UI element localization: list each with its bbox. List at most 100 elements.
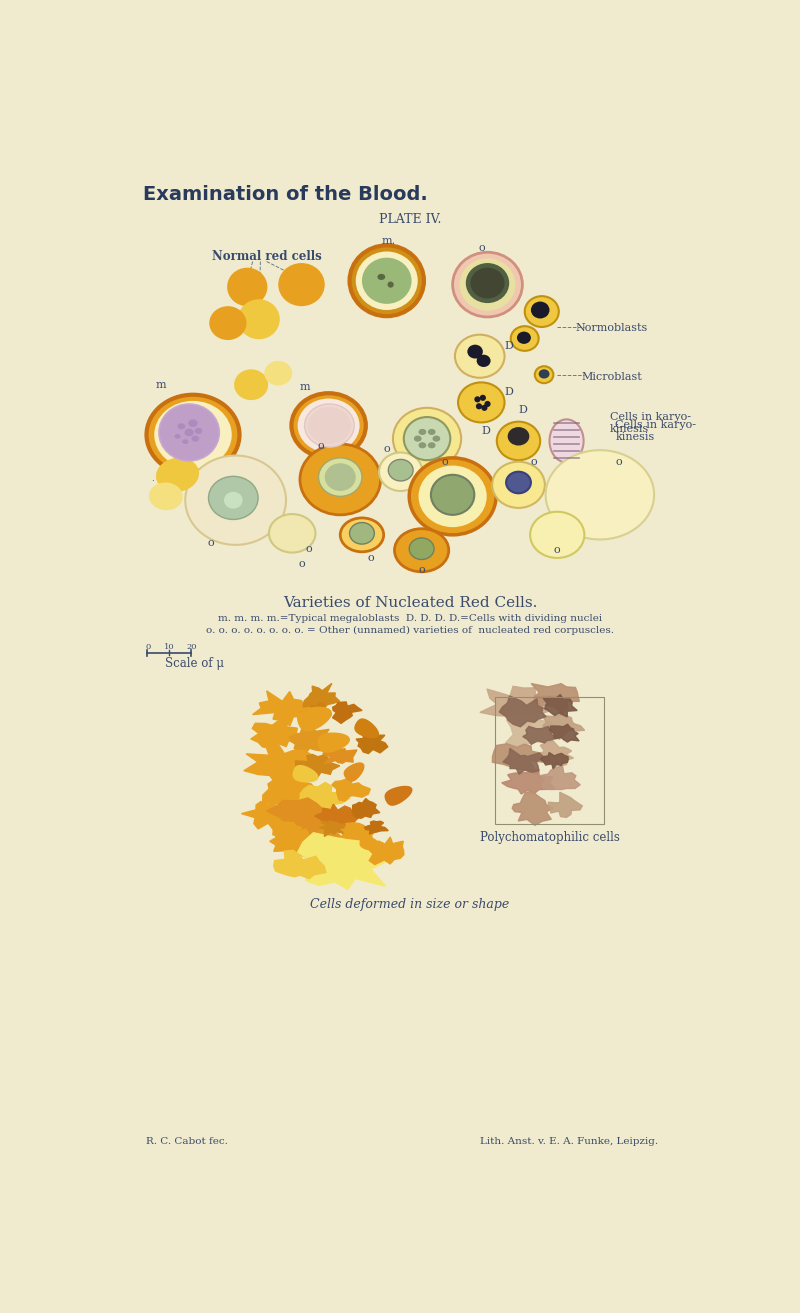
Polygon shape	[274, 851, 326, 878]
Ellipse shape	[182, 440, 188, 444]
Ellipse shape	[418, 429, 426, 435]
Ellipse shape	[269, 515, 315, 553]
Polygon shape	[543, 695, 577, 717]
Ellipse shape	[291, 393, 366, 458]
Ellipse shape	[497, 421, 540, 460]
Ellipse shape	[191, 436, 199, 441]
Ellipse shape	[410, 458, 496, 534]
Ellipse shape	[517, 332, 531, 344]
Ellipse shape	[428, 442, 435, 448]
Ellipse shape	[234, 369, 268, 400]
Polygon shape	[338, 823, 378, 848]
Text: Microblast: Microblast	[581, 372, 642, 382]
Ellipse shape	[431, 475, 474, 515]
Ellipse shape	[156, 458, 199, 492]
Ellipse shape	[325, 463, 356, 491]
Polygon shape	[253, 691, 319, 726]
Text: Examination of the Blood.: Examination of the Blood.	[142, 185, 427, 204]
Polygon shape	[333, 702, 362, 723]
Ellipse shape	[459, 259, 515, 311]
Ellipse shape	[227, 268, 267, 306]
Ellipse shape	[194, 428, 202, 435]
Ellipse shape	[466, 263, 510, 303]
Ellipse shape	[477, 355, 490, 368]
Polygon shape	[323, 739, 357, 764]
Polygon shape	[366, 838, 404, 864]
Text: 0: 0	[146, 642, 150, 650]
Ellipse shape	[298, 399, 360, 453]
Text: Cells deformed in size or shape: Cells deformed in size or shape	[310, 898, 510, 911]
Polygon shape	[480, 687, 557, 726]
Ellipse shape	[480, 395, 486, 400]
Polygon shape	[386, 786, 412, 805]
Ellipse shape	[470, 268, 505, 298]
Ellipse shape	[474, 352, 482, 358]
Text: o: o	[418, 565, 425, 575]
Text: Varieties of Nucleated Red Cells.: Varieties of Nucleated Red Cells.	[283, 596, 537, 609]
Polygon shape	[294, 765, 318, 781]
Text: Scale of μ: Scale of μ	[165, 656, 224, 670]
Polygon shape	[356, 733, 388, 754]
Polygon shape	[523, 726, 554, 744]
Ellipse shape	[394, 529, 449, 572]
Polygon shape	[314, 804, 360, 829]
Ellipse shape	[278, 263, 325, 306]
Text: o: o	[207, 537, 214, 548]
Text: o. o. o. o. o. o. o. o. = Other (unnamed) varieties of  nucleated red corpuscles: o. o. o. o. o. o. o. o. = Other (unnamed…	[206, 626, 614, 635]
Ellipse shape	[185, 428, 194, 436]
Ellipse shape	[455, 335, 505, 378]
Polygon shape	[298, 783, 350, 815]
Ellipse shape	[379, 453, 422, 491]
Ellipse shape	[538, 369, 550, 378]
Polygon shape	[244, 742, 312, 784]
Ellipse shape	[238, 299, 280, 339]
Ellipse shape	[318, 458, 362, 496]
Ellipse shape	[525, 297, 558, 327]
Ellipse shape	[453, 252, 522, 316]
Polygon shape	[503, 748, 544, 775]
Ellipse shape	[534, 366, 554, 383]
Polygon shape	[318, 733, 350, 752]
Polygon shape	[298, 708, 331, 731]
Polygon shape	[550, 725, 579, 742]
Ellipse shape	[174, 435, 181, 439]
Text: D: D	[518, 406, 527, 415]
Text: R. C. Cabot fec.: R. C. Cabot fec.	[146, 1137, 228, 1146]
Ellipse shape	[508, 427, 530, 445]
Text: m.: m.	[382, 236, 396, 246]
Ellipse shape	[476, 403, 482, 410]
Ellipse shape	[482, 404, 487, 411]
Text: o: o	[298, 559, 305, 569]
Ellipse shape	[178, 423, 186, 429]
Ellipse shape	[458, 382, 505, 423]
Polygon shape	[251, 720, 302, 748]
Ellipse shape	[492, 462, 545, 508]
Text: Lith. Anst. v. E. A. Funke, Leipzig.: Lith. Anst. v. E. A. Funke, Leipzig.	[480, 1137, 658, 1146]
Text: Normal red cells: Normal red cells	[212, 249, 322, 263]
Polygon shape	[270, 829, 318, 859]
Ellipse shape	[305, 404, 354, 448]
Polygon shape	[298, 829, 346, 860]
Text: o: o	[306, 544, 313, 554]
Text: o: o	[318, 441, 324, 452]
Ellipse shape	[418, 466, 486, 527]
Polygon shape	[502, 769, 555, 794]
Polygon shape	[531, 684, 579, 714]
Text: o: o	[478, 243, 486, 253]
Ellipse shape	[410, 538, 434, 559]
Ellipse shape	[224, 492, 242, 508]
Polygon shape	[364, 821, 388, 834]
Text: m. m. m. m.=Typical megaloblasts  D. D. D. D.=Cells with dividing nuclei: m. m. m. m.=Typical megaloblasts D. D. D…	[218, 613, 602, 622]
Polygon shape	[319, 821, 346, 836]
Text: Cells in karyo-
kinesis: Cells in karyo- kinesis	[610, 412, 691, 435]
Ellipse shape	[388, 460, 413, 481]
Ellipse shape	[467, 345, 483, 358]
Polygon shape	[266, 798, 340, 836]
Polygon shape	[300, 702, 331, 720]
Text: Normoblasts: Normoblasts	[575, 323, 648, 334]
Ellipse shape	[474, 397, 481, 402]
Ellipse shape	[149, 482, 183, 511]
Polygon shape	[492, 743, 550, 775]
Text: Polychomatophilic cells: Polychomatophilic cells	[479, 831, 619, 844]
Polygon shape	[541, 765, 580, 789]
